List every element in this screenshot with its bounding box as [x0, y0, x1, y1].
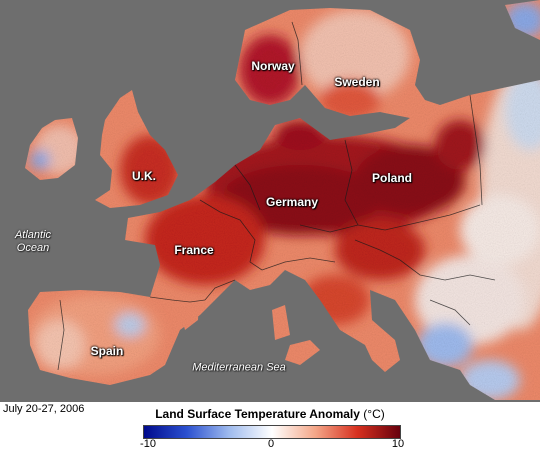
atlantic-line2: Ocean — [16, 242, 50, 254]
legend-min-label: -10 — [140, 438, 156, 450]
temperature-anomaly-map — [0, 0, 540, 402]
legend-mid-label: 0 — [267, 438, 275, 450]
label-france: France — [174, 243, 214, 257]
country-borders — [57, 21, 496, 371]
legend-title: Land Surface Temperature Anomaly (°C) — [138, 407, 402, 421]
legend-max-label: 10 — [391, 438, 405, 450]
legend-unit: (°C) — [363, 407, 385, 421]
label-atlantic-ocean: Atlantic Ocean — [15, 229, 51, 255]
label-germany: Germany — [265, 195, 319, 209]
legend-title-text: Land Surface Temperature Anomaly — [155, 407, 360, 421]
atlantic-line1: Atlantic — [14, 229, 52, 241]
date-caption: July 20-27, 2006 — [3, 403, 85, 415]
label-uk: U.K. — [132, 169, 156, 183]
label-norway: Norway — [251, 59, 295, 73]
label-mediterranean-sea: Mediterranean Sea — [192, 361, 286, 374]
label-spain: Spain — [90, 344, 124, 358]
label-sweden: Sweden — [334, 75, 380, 89]
color-scale-bar — [143, 425, 401, 439]
label-poland: Poland — [371, 171, 413, 185]
